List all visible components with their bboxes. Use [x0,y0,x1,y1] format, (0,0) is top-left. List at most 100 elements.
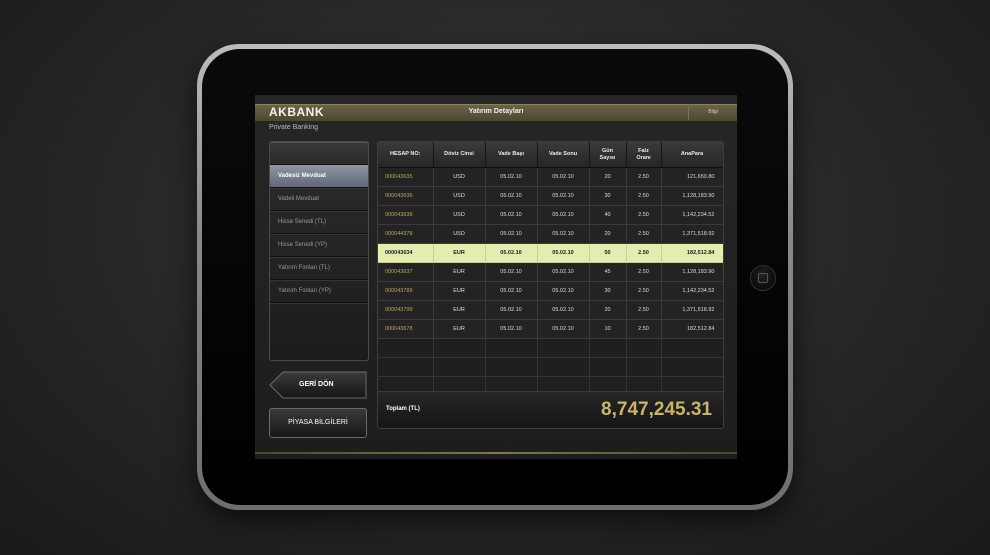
table-cell: EUR [433,300,486,320]
table-cell: 000043636 [378,186,434,206]
table-cell: 05.02.10 [537,205,590,225]
empty-cell [433,338,486,358]
column-header-0[interactable]: HESAP NO: [378,142,434,168]
column-header-2[interactable]: Vade Başı [485,142,538,168]
home-button[interactable] [750,265,776,291]
table-cell: 2.50 [626,205,662,225]
info-button[interactable]: Bilgi [688,104,737,120]
empty-cell [661,338,723,358]
menu-item-0[interactable]: Vadesiz Mevduat [270,165,368,188]
table-cell: 05.02.10 [537,281,590,301]
menu-item-1[interactable]: Vadeli Mevduat [270,188,368,211]
column-header-5[interactable]: Faiz Oranı [626,142,662,168]
table-cell: 05.02.10 [485,243,538,263]
table-cell: 05.02.10 [485,205,538,225]
table-row[interactable]: 000043799 EUR 05.02.10 05.02.10 20 2.50 1,371,… [378,300,723,320]
empty-cell [626,357,662,377]
table-cell: 1,128,183.90 [661,262,723,282]
table-cell: 20 [589,167,627,187]
table-cell: 2.50 [626,167,662,187]
empty-cell [537,338,590,358]
table-cell: 2.50 [626,319,662,339]
table-cell: 05.02.10 [485,186,538,206]
table-cell: USD [433,224,486,244]
column-header-6[interactable]: AnaPara [661,142,723,168]
table-cell: 05.02.10 [537,300,590,320]
table-cell: 1,371,518.92 [661,300,723,320]
table-row[interactable]: 000043789 EUR 05.02.10 05.02.10 30 2.50 1,142,… [378,281,723,301]
table-cell: 1,128,183.90 [661,186,723,206]
table-row[interactable]: 000043635 USD 05.02.10 05.02.10 20 2.50 121,65… [378,167,723,187]
table-row[interactable]: 000043636 USD 05.02.10 05.02.10 30 2.50 1,128,… [378,186,723,206]
ipad-frame: AKBANK Private Banking Yatırım Detayları… [197,44,793,510]
menu-item-3[interactable]: Hisse Senedi (YP) [270,234,368,257]
brand-subtitle: Private Banking [269,124,319,131]
empty-cell [589,357,627,377]
back-button[interactable]: GERİ DÖN [269,371,367,399]
back-arrow-icon [269,371,367,399]
menu-item-5[interactable]: Yatırım Fonları (YP) [270,280,368,303]
table-cell: 1,142,234.52 [661,205,723,225]
table-cell: 05.02.10 [537,262,590,282]
table-cell: 05.02.10 [537,167,590,187]
empty-cell [485,338,538,358]
brand-logo: AKBANK [269,105,324,119]
table-cell: 05.02.10 [485,319,538,339]
menu-top-spacer [270,142,368,165]
table-cell: USD [433,167,486,187]
table-row[interactable]: 000043638 USD 05.02.10 05.02.10 40 2.50 1,142,… [378,205,723,225]
table-cell: 30 [589,281,627,301]
table-row[interactable]: 000043678 EUR 05.02.10 05.02.10 10 2.50 182,51… [378,319,723,339]
empty-row [378,338,723,358]
table-cell: 2.50 [626,186,662,206]
table-cell: 000043678 [378,319,434,339]
market-info-button[interactable]: PİYASA BİLGİLERİ [269,408,367,438]
table-cell: 182,512.84 [661,243,723,263]
menu-item-4[interactable]: Yatırım Fonları (TL) [270,257,368,280]
column-header-4[interactable]: Gün Sayısı [589,142,627,168]
empty-cell [378,357,434,377]
empty-cell [537,357,590,377]
table-cell: 182,512.84 [661,319,723,339]
total-value: 8,747,245.31 [601,399,712,420]
total-label: Toplam (TL) [386,406,420,412]
empty-row [378,357,723,377]
table-row[interactable]: 000043634 EUR 05.02.10 05.02.10 50 2.50 182,51… [378,243,723,263]
empty-cell [485,357,538,377]
bottom-divider [255,452,737,454]
header-bar [255,104,737,121]
table-cell: 000043789 [378,281,434,301]
total-bar: Toplam (TL) 8,747,245.31 [378,391,723,428]
table-cell: 45 [589,262,627,282]
app-screen: AKBANK Private Banking Yatırım Detayları… [255,95,737,459]
menu-item-2[interactable]: Hisse Senedi (TL) [270,211,368,234]
back-button-label: GERİ DÖN [299,381,334,388]
column-header-1[interactable]: Döviz Cinsi [433,142,486,168]
table-cell: 05.02.10 [537,224,590,244]
side-menu: Vadesiz Mevduat Vadeli Mevduat Hisse Sened… [269,141,369,361]
table-cell: 1,371,518.92 [661,224,723,244]
table-cell: USD [433,186,486,206]
column-header-3[interactable]: Vade Sonu [537,142,590,168]
table-row[interactable]: 000043637 EUR 05.02.10 05.02.10 45 2.50 1,128,… [378,262,723,282]
table-cell: 10 [589,319,627,339]
table-cell: 2.50 [626,243,662,263]
table-cell: 2.50 [626,262,662,282]
empty-cell [433,357,486,377]
table-cell: 000043634 [378,243,434,263]
table-cell: 1,142,234.52 [661,281,723,301]
table-cell: 2.50 [626,224,662,244]
table-cell: 05.02.10 [537,186,590,206]
table-cell: 30 [589,186,627,206]
table-cell: 000043638 [378,205,434,225]
table-cell: 2.50 [626,300,662,320]
table-cell: 05.02.10 [485,281,538,301]
table-cell: EUR [433,243,486,263]
page-title: Yatırım Detayları [468,108,524,115]
table-cell: 000043635 [378,167,434,187]
table-cell: 20 [589,224,627,244]
table-row[interactable]: 000044378 USD 05.02.10 05.02.10 20 2.50 1,371,… [378,224,723,244]
table-cell: 05.02.10 [537,319,590,339]
table-cell: 000044378 [378,224,434,244]
table-cell: 05.02.10 [485,224,538,244]
